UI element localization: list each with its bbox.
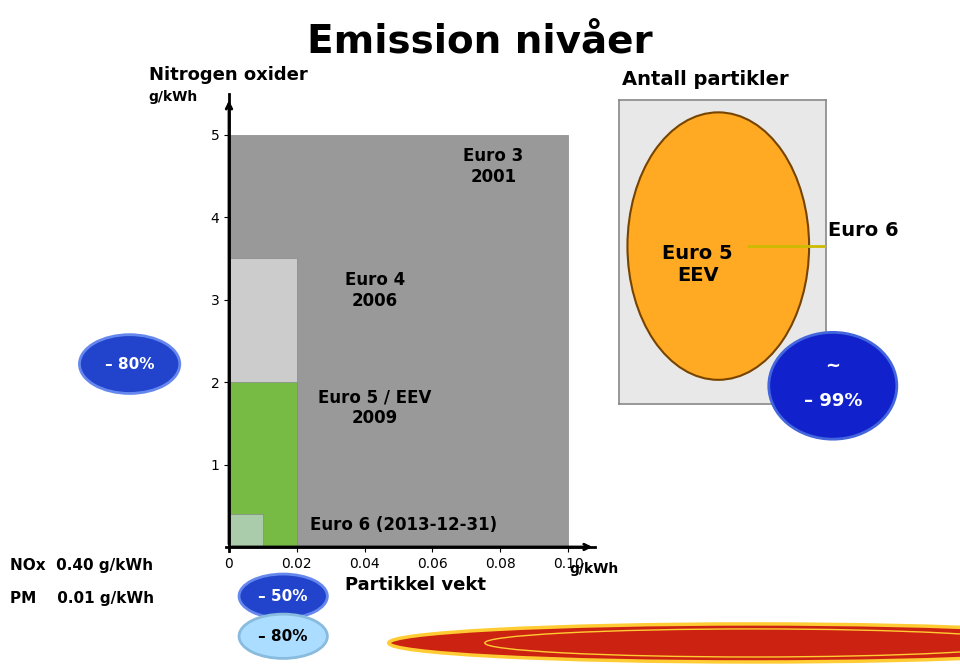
Text: Euro 6: Euro 6 <box>828 221 899 240</box>
Text: Antall partikler: Antall partikler <box>622 70 789 89</box>
Circle shape <box>389 624 960 662</box>
Text: Emission nivåer: Emission nivåer <box>307 23 653 61</box>
Text: Partikkel vekt: Partikkel vekt <box>345 576 486 594</box>
Text: g/kWh: g/kWh <box>149 90 198 104</box>
Circle shape <box>485 629 960 657</box>
Text: – 80%: – 80% <box>258 629 308 644</box>
Ellipse shape <box>239 574 327 619</box>
Text: – 99%: – 99% <box>804 392 862 410</box>
Text: Euro 3
2001: Euro 3 2001 <box>464 147 523 186</box>
Text: g/kWh: g/kWh <box>570 562 619 576</box>
Circle shape <box>628 112 809 380</box>
Bar <box>229 259 297 547</box>
Text: ~: ~ <box>826 357 840 375</box>
Bar <box>229 514 263 547</box>
Text: Euro 5 / EEV
2009: Euro 5 / EEV 2009 <box>318 389 431 428</box>
Text: – 80%: – 80% <box>105 357 155 371</box>
Text: Euro 4
2006: Euro 4 2006 <box>345 271 405 309</box>
Text: PM    0.01 g/kWh: PM 0.01 g/kWh <box>10 591 154 606</box>
Text: Euro 5
EEV: Euro 5 EEV <box>662 244 732 285</box>
Text: NOx  0.40 g/kWh: NOx 0.40 g/kWh <box>10 558 153 572</box>
Text: Euro 6 (2013-12-31): Euro 6 (2013-12-31) <box>310 516 497 534</box>
Ellipse shape <box>80 335 180 393</box>
Text: SCANIA: SCANIA <box>797 629 914 657</box>
Text: – 50%: – 50% <box>258 589 308 604</box>
Ellipse shape <box>239 614 327 659</box>
Bar <box>229 382 297 547</box>
Text: Nitrogen oxider: Nitrogen oxider <box>149 65 307 84</box>
Ellipse shape <box>769 333 897 439</box>
